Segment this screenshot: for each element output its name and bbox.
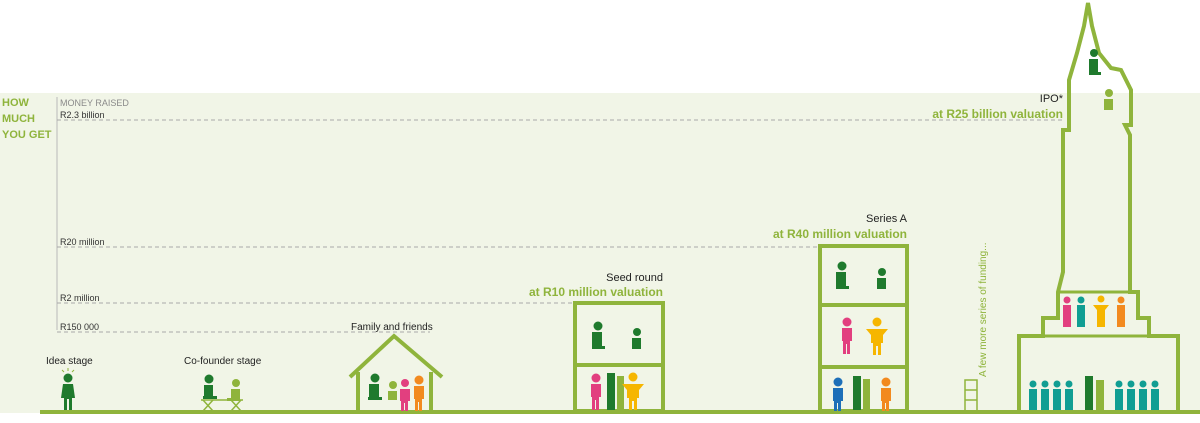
- building-series-a: [818, 244, 909, 413]
- stage-label-more-series: A few more series of funding...: [978, 242, 989, 377]
- ref-label-2-3-billion: R2.3 billion: [60, 110, 105, 120]
- background-panel: [0, 93, 1200, 413]
- bookshelf-icon: [607, 373, 624, 410]
- stage-cofounder: Co-founder stage: [184, 356, 262, 412]
- table-icon: [201, 399, 243, 412]
- stage-label-ipo: IPO*: [1040, 93, 1064, 105]
- ref-label-20-million: R20 million: [60, 237, 105, 247]
- title-line-2: MUCH: [2, 113, 35, 125]
- valuation-label-ipo: at R25 billion valuation: [932, 107, 1063, 121]
- seated-person-icon: [368, 373, 382, 400]
- lightbulb-icon: [61, 368, 75, 373]
- person-icon-pink: [842, 317, 852, 354]
- ref-label-150-000: R150 000: [60, 322, 99, 332]
- valuation-label-seed-round: at R10 million valuation: [529, 285, 663, 299]
- person-icon-founder: [61, 373, 75, 410]
- stage-seed-round: Seed round at R10 million valuation: [529, 272, 665, 413]
- stage-label-family-friends: Family and friends: [351, 322, 433, 333]
- skyscraper-building: [1017, 2, 1180, 411]
- stage-label-idea: Idea stage: [46, 356, 93, 367]
- reference-lines: R2.3 billion R20 million R2 million R150…: [57, 110, 1063, 333]
- person-icon-blue: [833, 377, 843, 411]
- stage-label-series-a: Series A: [866, 213, 908, 225]
- seated-person-icon-2: [877, 268, 886, 289]
- stage-idea: Idea stage: [46, 356, 93, 410]
- seated-person-icon: [1089, 49, 1101, 75]
- y-axis-label: MONEY RAISED: [60, 98, 129, 108]
- stage-ipo: IPO* at R25 billion valuation: [932, 2, 1180, 411]
- small-building-icon: [964, 379, 978, 412]
- seated-person-icon-2: [632, 328, 641, 349]
- stage-label-cofounder: Co-founder stage: [184, 356, 262, 367]
- house-roof: [348, 333, 444, 379]
- bookshelf-icon: [853, 376, 870, 410]
- house-walls: [356, 372, 433, 411]
- stage-label-seed-round: Seed round: [606, 272, 663, 284]
- investor-crowd-icons: [1029, 295, 1159, 410]
- person-icon-orange: [414, 375, 424, 411]
- title-line-3: YOU GET: [2, 129, 52, 141]
- person-icon-orange: [881, 377, 891, 411]
- seated-person-icon: [203, 374, 217, 399]
- stage-series-a: Series A at R40 million valuation: [773, 213, 909, 413]
- angel-investor-icon: [866, 317, 888, 355]
- seated-person-icon-2: [1104, 89, 1113, 110]
- stage-family-friends: Family and friends: [348, 322, 444, 411]
- title-line-1: HOW: [2, 97, 30, 109]
- valuation-label-series-a: at R40 million valuation: [773, 227, 907, 241]
- person-icon-pink: [400, 379, 410, 411]
- seated-person-icon: [836, 261, 849, 289]
- person-icon-pink: [591, 373, 601, 410]
- angel-investor-icon: [622, 372, 644, 410]
- stage-more-series: A few more series of funding...: [964, 242, 989, 412]
- ref-label-2-million: R2 million: [60, 293, 100, 303]
- seated-person-icon-2: [388, 381, 397, 400]
- building-seed: [573, 301, 665, 413]
- seated-person-icon: [592, 321, 605, 349]
